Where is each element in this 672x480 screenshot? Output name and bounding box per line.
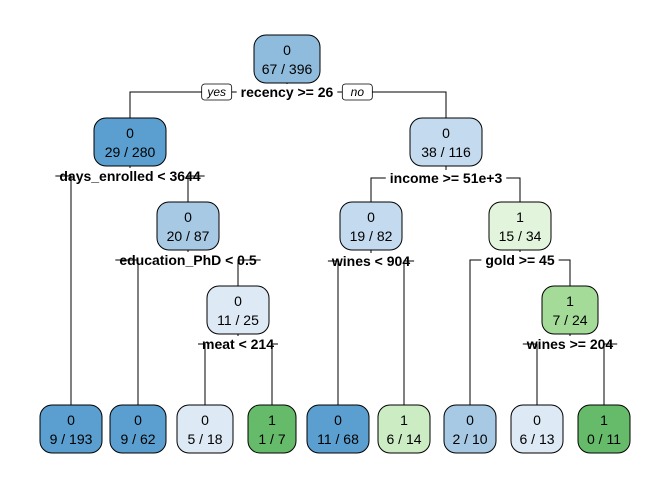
node-class-label: 0 — [134, 412, 142, 428]
edge-left — [55, 175, 72, 405]
edge-left — [115, 259, 139, 405]
edge-right — [271, 343, 278, 405]
split-label-s2: days_enrolled < 3644 — [59, 168, 200, 184]
leaf-node-l8: 0 6 / 13 — [510, 404, 564, 454]
edge-left — [129, 91, 237, 118]
node-class-label: 1 — [566, 293, 574, 309]
node-counts-label: 11 / 68 — [317, 431, 359, 447]
node-counts-label: 20 / 87 — [167, 228, 210, 244]
node-counts-label: 6 / 13 — [519, 431, 554, 447]
node-class-label: 0 — [201, 412, 209, 428]
node-counts-label: 19 / 82 — [350, 228, 393, 244]
edge-right — [337, 91, 447, 118]
node-counts-label: 9 / 193 — [50, 431, 93, 447]
edge-left — [198, 343, 206, 405]
edge-right — [237, 259, 261, 286]
edge-right — [403, 260, 415, 405]
split-label-s3: income >= 51e+3 — [390, 170, 503, 186]
split-label-s5: education_PhD < 0.5 — [119, 252, 257, 268]
split-label-s7: gold >= 45 — [485, 252, 554, 268]
edge-right — [558, 259, 571, 286]
node-counts-label: 11 / 25 — [217, 312, 259, 328]
tree-node-n1: 0 67 / 396 — [253, 34, 321, 84]
node-class-label: 0 — [283, 42, 291, 58]
node-counts-label: 1 / 7 — [258, 431, 285, 447]
node-counts-label: 67 / 396 — [262, 61, 313, 77]
node-class-label: 0 — [234, 293, 242, 309]
yes-tag: yes — [201, 83, 233, 101]
edge-left — [370, 177, 386, 202]
node-class-label: 0 — [466, 412, 474, 428]
node-counts-label: 0 / 11 — [587, 431, 621, 447]
svg-text:no: no — [351, 85, 365, 99]
node-class-label: 0 — [367, 209, 375, 225]
tree-node-n15: 1 7 / 24 — [541, 285, 599, 335]
tree-node-n3: 0 38 / 116 — [409, 117, 483, 167]
node-counts-label: 2 / 10 — [452, 431, 487, 447]
node-class-label: 0 — [442, 125, 450, 141]
node-class-label: 1 — [600, 412, 608, 428]
node-counts-label: 9 / 62 — [120, 431, 155, 447]
tree-node-n2: 0 29 / 280 — [93, 117, 167, 167]
node-class-label: 0 — [533, 412, 541, 428]
node-counts-label: 7 / 24 — [552, 312, 587, 328]
edge-left — [522, 343, 538, 405]
leaf-node-l4: 1 1 / 7 — [247, 404, 297, 454]
edge-left — [327, 260, 339, 405]
leaf-node-l5: 0 11 / 68 — [306, 404, 370, 454]
node-class-label: 0 — [184, 209, 192, 225]
tree-node-n6: 0 19 / 82 — [339, 201, 403, 251]
node-class-label: 0 — [126, 125, 134, 141]
node-counts-label: 5 / 18 — [187, 431, 222, 447]
edge-right — [506, 177, 521, 202]
node-class-label: 0 — [67, 412, 75, 428]
node-class-label: 0 — [334, 412, 342, 428]
node-counts-label: 6 / 14 — [386, 431, 421, 447]
leaf-node-l9: 1 0 / 11 — [577, 404, 631, 454]
svg-text:yes: yes — [206, 85, 226, 99]
no-tag: no — [341, 83, 373, 101]
leaf-node-l7: 0 2 / 10 — [443, 404, 497, 454]
node-counts-label: 38 / 116 — [421, 144, 471, 160]
tree-node-n7: 1 15 / 34 — [488, 201, 552, 251]
tree-edges — [55, 83, 618, 405]
leaf-node-l2: 0 9 / 62 — [109, 404, 167, 454]
split-label-s1: recency >= 26 — [241, 84, 334, 100]
node-counts-label: 29 / 280 — [105, 144, 156, 160]
tree-node-n11: 0 11 / 25 — [206, 285, 270, 335]
node-class-label: 1 — [400, 412, 408, 428]
node-class-label: 1 — [268, 412, 276, 428]
split-label-s15: wines >= 204 — [526, 336, 614, 352]
edge-left — [469, 259, 482, 405]
split-labels: recency >= 26 days_enrolled < 3644 income … — [59, 83, 614, 352]
leaf-node-l6: 1 6 / 14 — [377, 404, 431, 454]
tree-node-n5: 0 20 / 87 — [156, 201, 220, 251]
edge-right — [603, 343, 618, 405]
leaf-node-l3: 0 5 / 18 — [176, 404, 234, 454]
leaf-node-l1: 0 9 / 193 — [39, 404, 103, 454]
node-counts-label: 15 / 34 — [499, 228, 542, 244]
edge-right — [187, 175, 205, 202]
node-class-label: 1 — [516, 209, 524, 225]
split-label-s11: meat < 214 — [202, 336, 274, 352]
split-label-s6: wines < 904 — [331, 253, 410, 269]
